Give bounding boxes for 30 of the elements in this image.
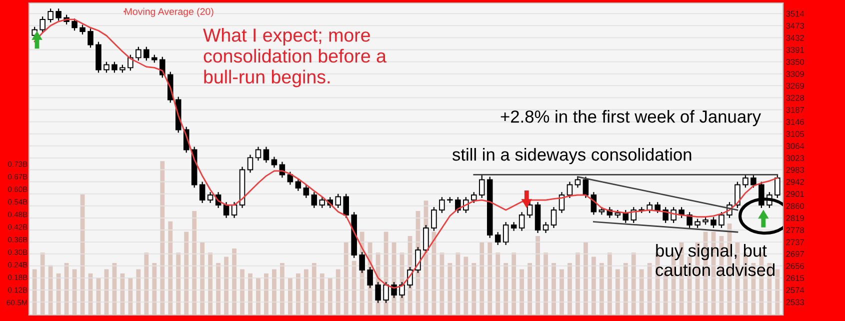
y-tick-label: 2860	[786, 203, 804, 210]
y-tick-label: 2901	[786, 191, 804, 197]
y-tick-label: 3514	[786, 10, 804, 17]
legend-label: Moving Average (20)	[125, 8, 214, 17]
y-tick-label: 3064	[786, 143, 804, 150]
y-tick-label: 2615	[786, 275, 804, 282]
y-tick-label: 3023	[786, 155, 804, 162]
y-tick-label: 2983	[786, 166, 804, 173]
y-tick-label: 2737	[786, 239, 804, 246]
y-tick-label: 2778	[786, 227, 804, 234]
y-tick-label: 3146	[786, 119, 804, 125]
y-tick-label: 3473	[786, 22, 804, 29]
annotation: What I expect; more consolidation before a bull-run begins.	[203, 28, 386, 88]
y-tick-label: 3350	[786, 59, 804, 65]
y-tick-label: 3105	[786, 131, 804, 137]
y-tick-label: 2942	[786, 178, 804, 185]
y-tick-label: 3432	[786, 34, 804, 41]
y-tick-label: 3309	[786, 71, 804, 77]
y-tick-label: 2697	[786, 251, 804, 257]
y-tick-label: 2574	[786, 287, 804, 294]
y-tick-label: 2819	[786, 215, 804, 222]
y-tick-label: 3269	[786, 82, 804, 89]
y-tick-label: 2656	[786, 263, 804, 269]
annotation: still in a sideways consolidation	[452, 148, 692, 164]
y-tick-label: 2533	[786, 299, 804, 306]
y-tick-label: 3391	[786, 46, 804, 53]
y-tick-label: 3228	[786, 94, 804, 101]
y-tick-label: 3187	[786, 106, 804, 113]
annotation: +2.8% in the first week of January	[500, 110, 762, 126]
annotation: buy signal, but caution advised	[656, 244, 775, 276]
